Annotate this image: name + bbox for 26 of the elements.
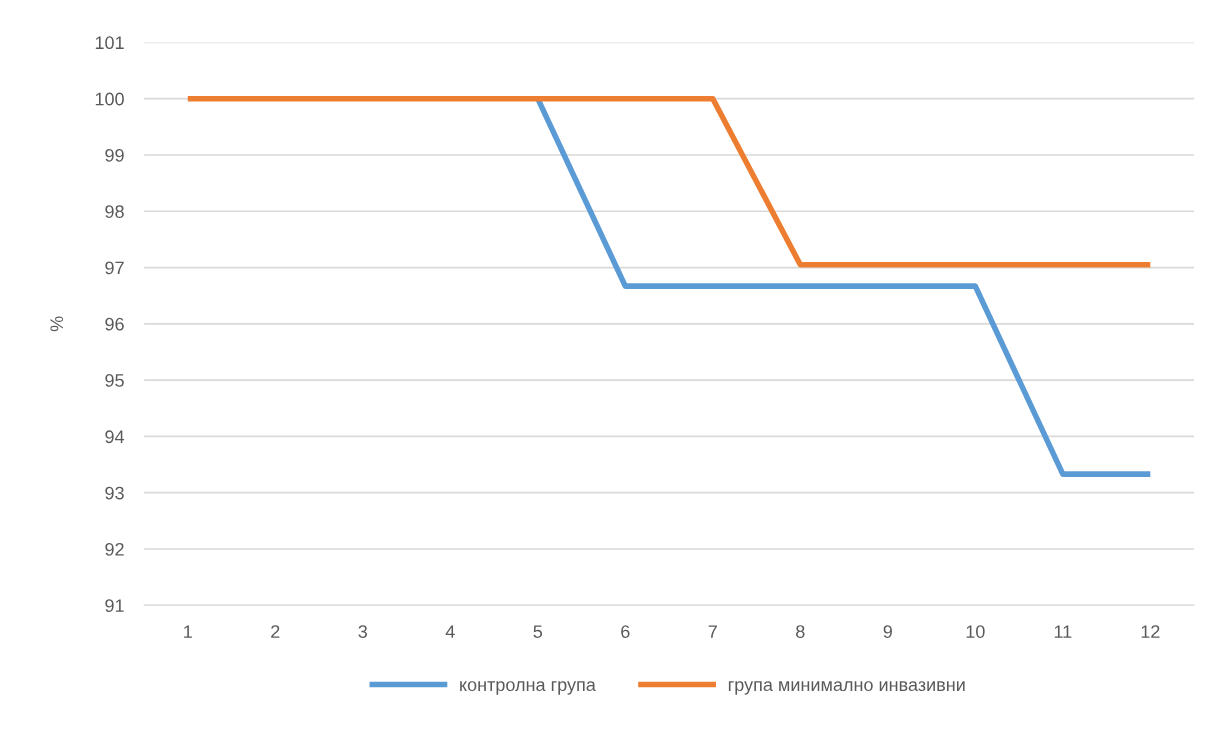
- x-tick-label: 10: [966, 625, 985, 638]
- x-tick-label: 4: [445, 625, 455, 638]
- x-tick-label: 8: [796, 625, 805, 638]
- x-tick-label: 6: [621, 625, 630, 638]
- y-tick-label: 99: [105, 148, 124, 162]
- y-tick-label: 98: [105, 205, 124, 218]
- y-tick-label: 97: [105, 261, 124, 275]
- legend-label: група минимално инвазивни: [728, 681, 965, 695]
- y-tick-label: 93: [105, 486, 124, 500]
- y-tick-label: 92: [105, 542, 124, 556]
- y-tick-label: 100: [95, 92, 124, 106]
- y-tick-label: 96: [105, 317, 124, 331]
- y-tick-label: 91: [105, 599, 124, 612]
- x-tick-label: 1: [184, 625, 192, 638]
- x-tick-label: 5: [533, 625, 543, 638]
- x-tick-label: 11: [1054, 625, 1072, 638]
- y-tick-label: 101: [95, 36, 124, 50]
- x-tick-label: 3: [358, 625, 368, 638]
- legend-label: контролна група: [460, 681, 596, 695]
- y-tick-label: 95: [105, 374, 124, 387]
- x-tick-label: 9: [883, 625, 892, 638]
- x-tick-label: 12: [1141, 625, 1160, 638]
- y-axis-title: %: [50, 316, 64, 332]
- x-tick-label: 2: [271, 625, 280, 638]
- y-tick-label: 94: [105, 430, 125, 444]
- x-tick-label: 7: [708, 625, 717, 638]
